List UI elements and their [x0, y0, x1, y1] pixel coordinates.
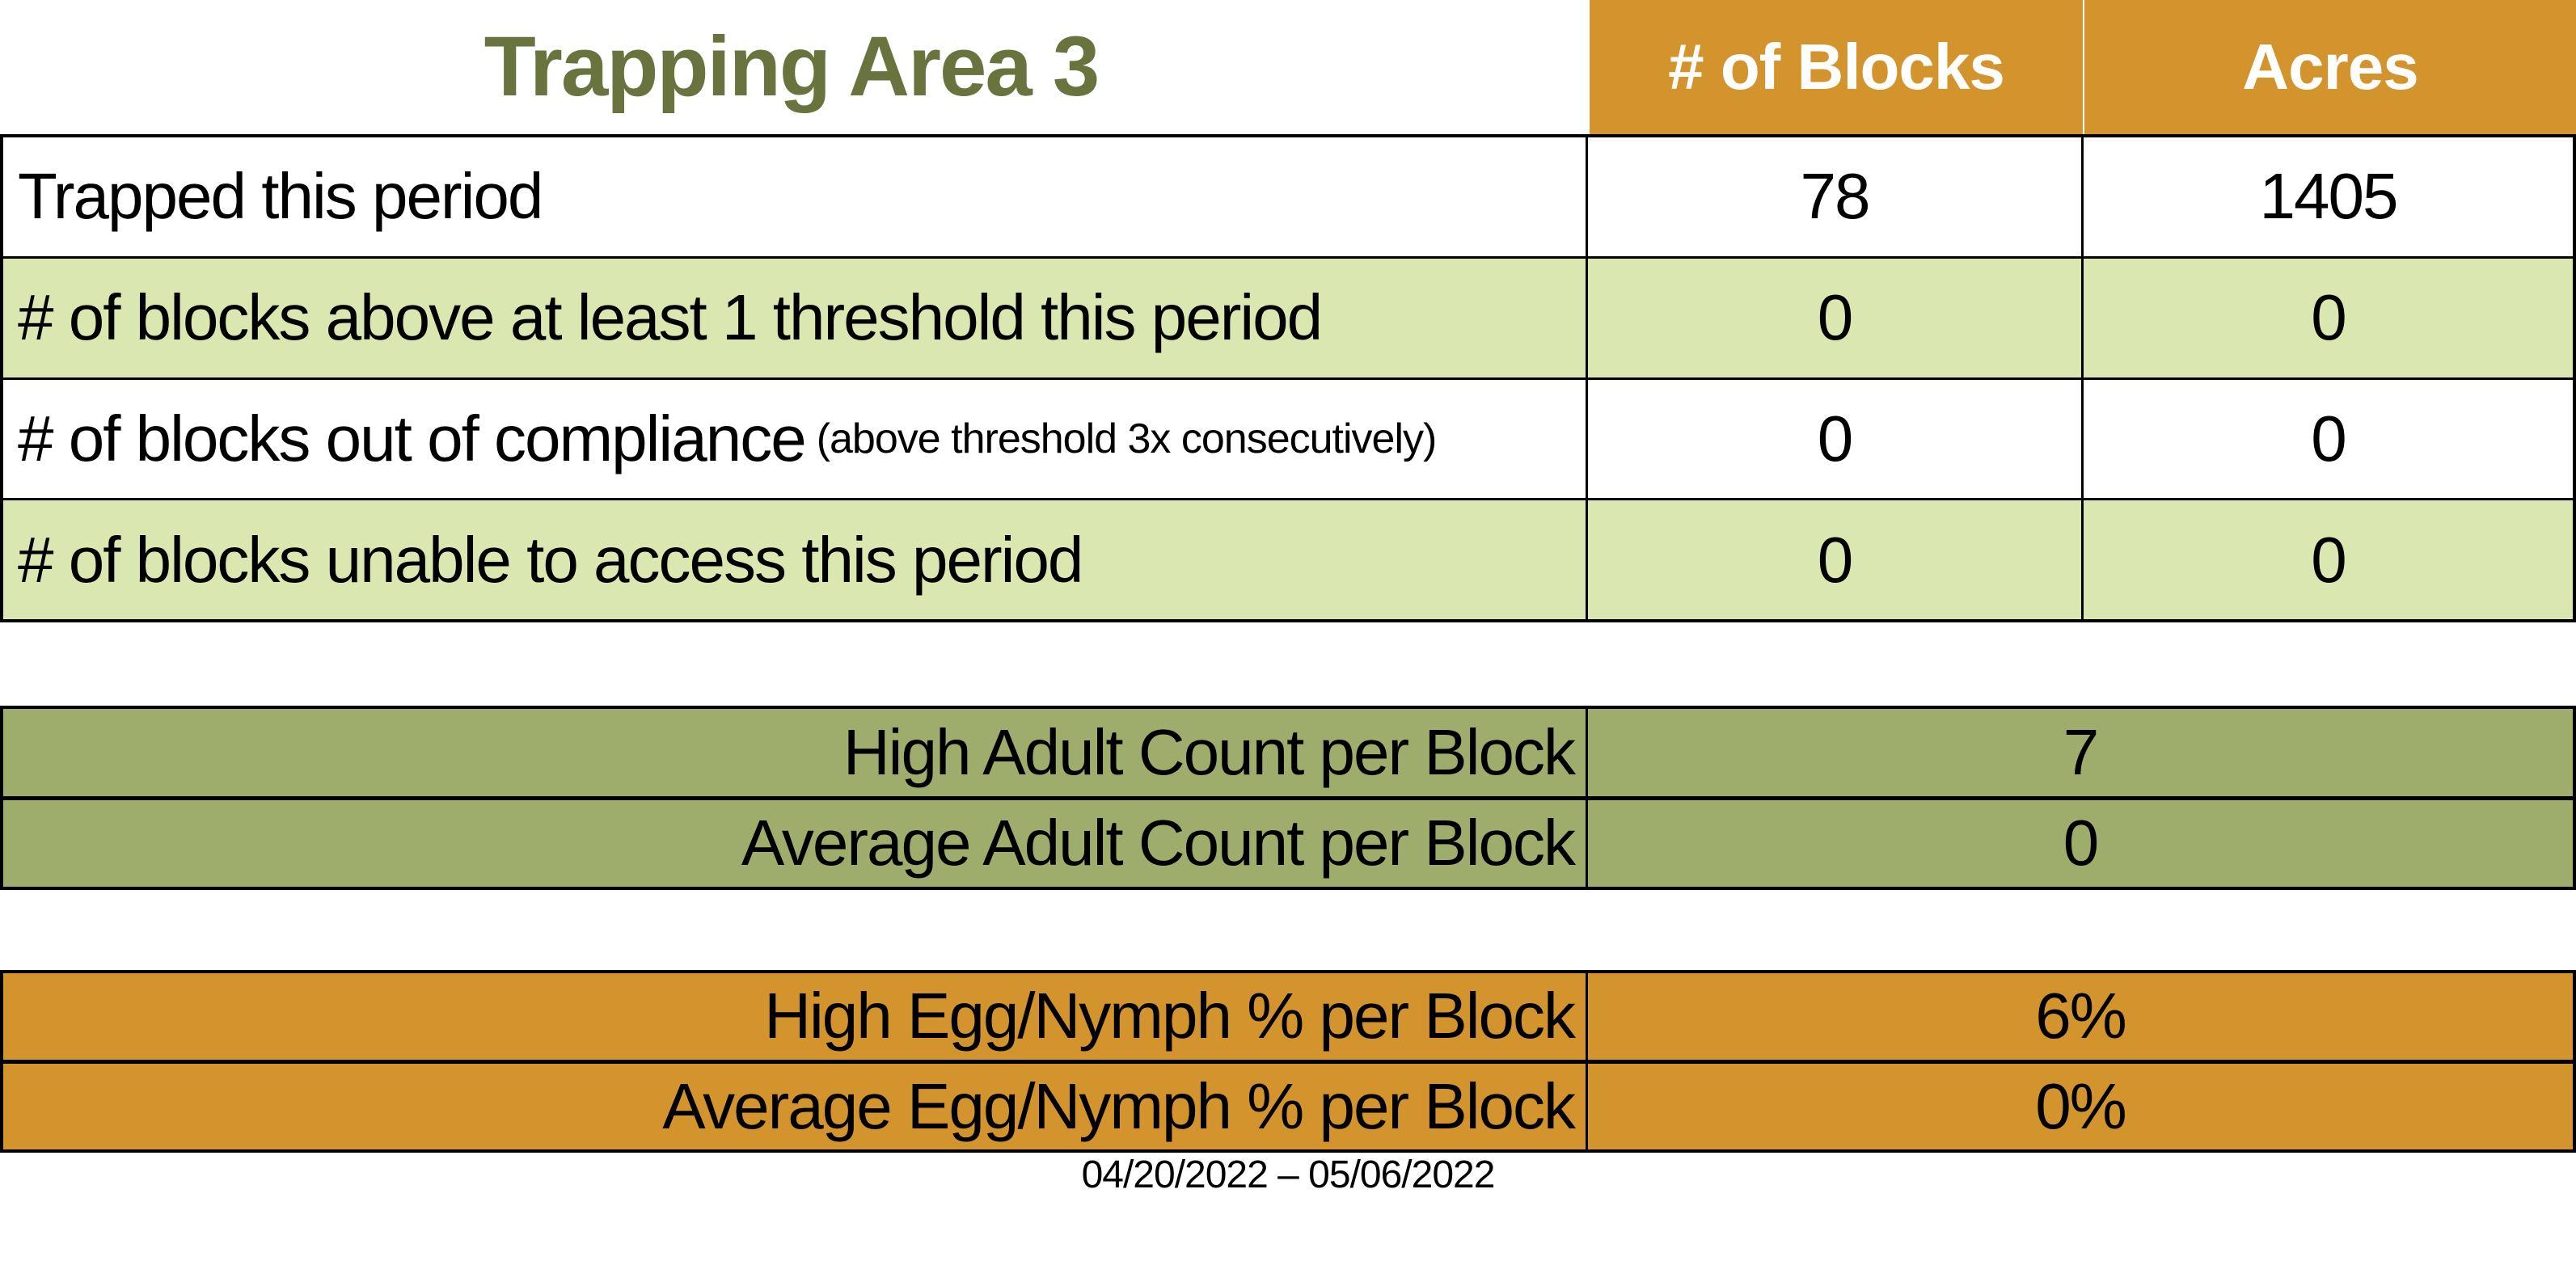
adult-average-value: 0 — [1588, 799, 2573, 887]
summary-acres-value: 0 — [2084, 500, 2573, 619]
date-range: 04/20/2022 – 05/06/2022 — [1081, 1153, 1496, 1196]
row-label-text: # of blocks out of compliance — [18, 402, 807, 474]
summary-blocks-value: 78 — [1588, 137, 2081, 256]
egg-average-value: 0% — [1588, 1063, 2573, 1149]
column-header-blocks: # of Blocks — [1590, 0, 2083, 134]
adult-high-label: High Adult Count per Block — [3, 709, 1586, 796]
summary-blocks-value: 0 — [1588, 258, 2081, 377]
summary-acres-value: 0 — [2084, 258, 2573, 377]
row-label-text: # of blocks unable to access this period — [18, 523, 1083, 596]
summary-acres-value: 0 — [2084, 379, 2573, 499]
summary-blocks-value: 0 — [1588, 500, 2081, 619]
row-label-text: Trapped this period — [18, 160, 543, 233]
adult-count-section: High Adult Count per Block 7 Average Adu… — [0, 706, 2576, 890]
summary-row-label: # of blocks above at least 1 threshold t… — [3, 258, 1586, 377]
egg-high-label: High Egg/Nymph % per Block — [3, 973, 1586, 1060]
summary-row-label: Trapped this period — [3, 137, 1586, 256]
row-label-text: # of blocks above at least 1 threshold t… — [18, 281, 1323, 354]
row-label-note: (above threshold 3x consecutively) — [816, 415, 1438, 462]
summary-row-label: # of blocks out of compliance (above thr… — [3, 379, 1586, 499]
summary-row-label: # of blocks unable to access this period — [3, 500, 1586, 619]
summary-blocks-value: 0 — [1588, 379, 2081, 499]
summary-acres-value: 1405 — [2084, 137, 2573, 256]
adult-average-label: Average Adult Count per Block — [3, 799, 1586, 887]
column-header-acres: Acres — [2084, 0, 2576, 134]
egg-high-value: 6% — [1588, 973, 2573, 1060]
adult-high-value: 7 — [1588, 709, 2573, 796]
summary-table: Trapped this period 78 1405 # of blocks … — [0, 134, 2576, 622]
page-title: Trapping Area 3 — [484, 19, 1100, 114]
egg-nymph-section: High Egg/Nymph % per Block 6% Average Eg… — [0, 970, 2576, 1153]
egg-average-label: Average Egg/Nymph % per Block — [3, 1063, 1586, 1149]
